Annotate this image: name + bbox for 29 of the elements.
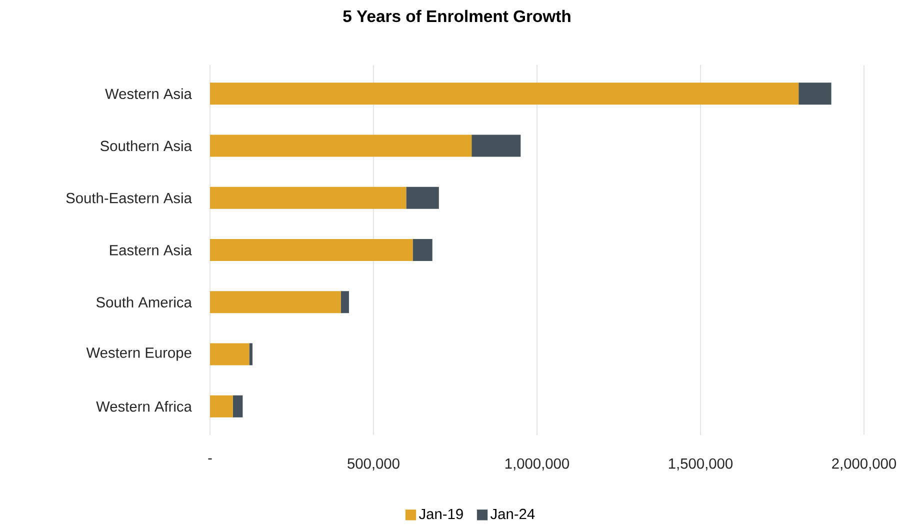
legend-label: Jan-19 (418, 508, 463, 520)
x-tick-label: 1,000,000 (505, 458, 570, 470)
bar (249, 343, 253, 366)
y-tick-label: Western Asia (105, 88, 192, 100)
x-tick-label: 500,000 (348, 458, 400, 470)
bar (406, 186, 439, 209)
y-tick-label: Southern Asia (100, 140, 192, 152)
bar (210, 186, 406, 209)
bar (210, 343, 250, 366)
y-tick-label: Eastern Asia (110, 244, 192, 256)
bar (210, 291, 341, 314)
bar (340, 291, 349, 314)
bar (472, 134, 521, 157)
x-tick-label: 1,500,000 (668, 458, 733, 470)
y-tick-label: Western Europe (86, 348, 192, 361)
bar (210, 238, 413, 261)
bar (210, 134, 472, 157)
y-tick-label: Western Africa (96, 400, 192, 412)
bar (210, 82, 799, 105)
x-tick-label: 2,000,000 (832, 458, 896, 470)
x-tick-label: - (208, 458, 212, 460)
bar (412, 238, 432, 261)
legend-label: Jan-24 (490, 508, 535, 520)
chart-title: 5 Years of Enrolment Growth (343, 10, 570, 22)
bar (210, 395, 233, 418)
y-tick-label: South-Eastern Asia (66, 192, 192, 204)
y-tick-label: South America (96, 296, 192, 308)
bar (798, 82, 832, 105)
bar (232, 395, 243, 418)
